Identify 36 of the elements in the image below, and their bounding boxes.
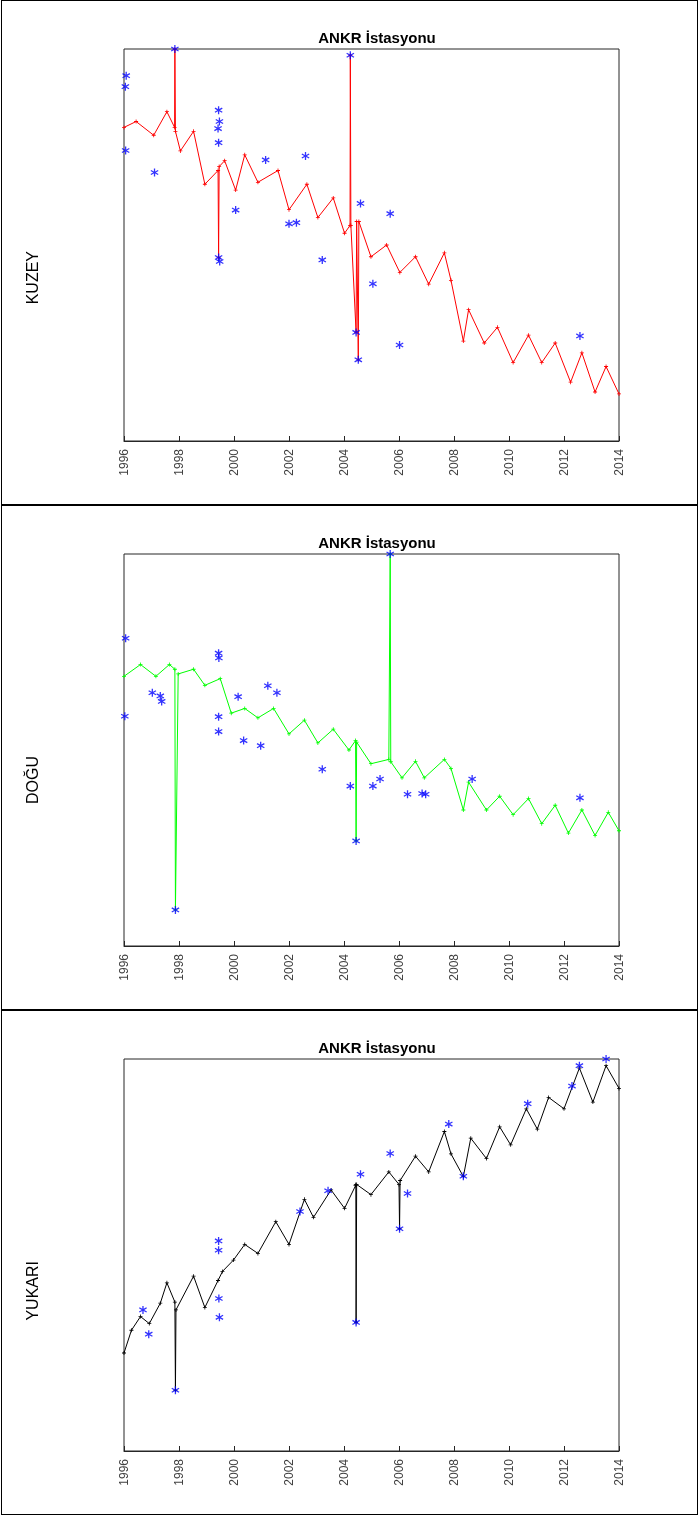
x-tick-label: 2010 [502,1458,516,1486]
x-tick-label: 2000 [227,448,241,476]
x-tick-label: 2004 [337,448,351,476]
x-tick-label: 1996 [117,953,131,981]
x-tick-label: 2012 [557,1458,571,1486]
chart-title: ANKR İstasyonu [318,534,436,551]
x-tick-label: 1996 [117,448,131,476]
x-tick-label: 2012 [557,953,571,981]
x-tick-label: 2012 [557,448,571,476]
x-tick-label: 2006 [392,448,406,476]
x-tick-label: 1998 [172,448,186,476]
y-axis-title: KUZEY [23,250,41,305]
chart-title: ANKR İstasyonu [318,29,436,46]
x-tick-label: 2006 [392,953,406,981]
x-tick-label: 2014 [612,448,626,476]
y-axis-title: YUKARI [23,1261,41,1321]
x-tick-label: 2002 [282,953,296,981]
y-axis-title: DOĞU [22,756,41,804]
x-tick-label: 2002 [282,1458,296,1486]
x-tick-label: 1996 [117,1458,131,1486]
x-tick-label: 2008 [447,1458,461,1486]
x-tick-label: 2004 [337,953,351,981]
x-tick-label: 2014 [612,1458,626,1486]
x-tick-label: 2000 [227,953,241,981]
x-tick-label: 2008 [447,448,461,476]
chart-title: ANKR İstasyonu [318,1039,436,1056]
x-tick-label: 1998 [172,1458,186,1486]
x-tick-label: 2000 [227,1458,241,1486]
x-tick-label: 2008 [447,953,461,981]
x-tick-label: 2002 [282,448,296,476]
x-tick-label: 2014 [612,953,626,981]
x-tick-label: 2006 [392,1458,406,1486]
x-tick-label: 2004 [337,1458,351,1486]
x-tick-label: 1998 [172,953,186,981]
x-tick-label: 2010 [502,953,516,981]
x-tick-label: 2010 [502,448,516,476]
